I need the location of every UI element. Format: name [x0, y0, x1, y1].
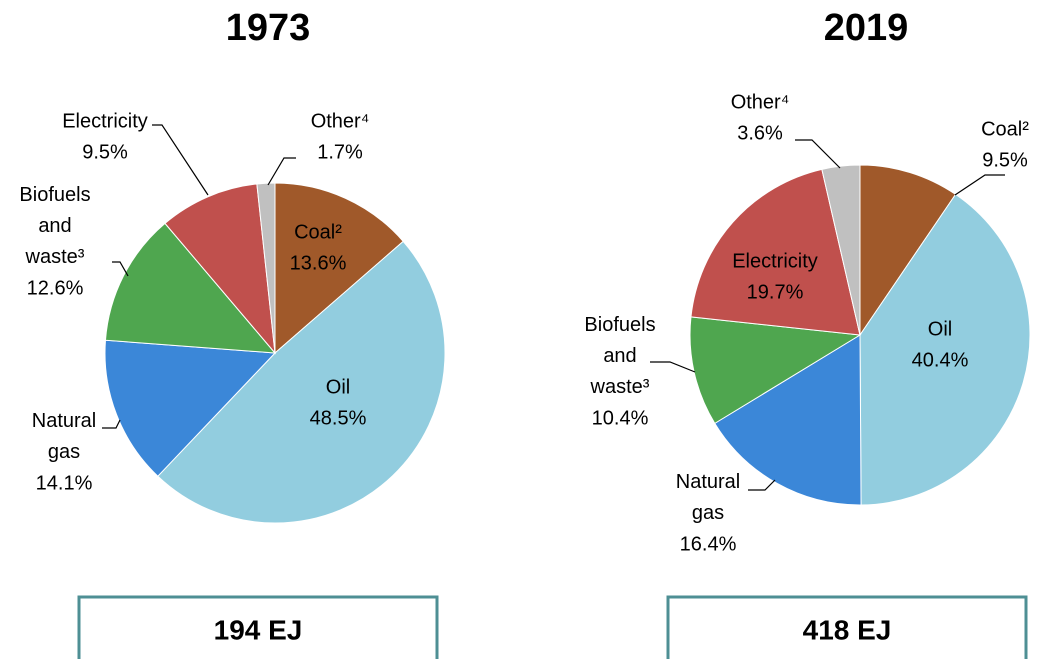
value-label: 40.4% [912, 349, 969, 371]
slice-label: Coal² [981, 118, 1029, 140]
label-line: Biofuels [19, 184, 90, 206]
pie-slice [104, 339, 277, 477]
label-line: waste³ [25, 246, 85, 268]
slice-label: Biofuels and waste³ [584, 314, 655, 398]
value-label: 12.6% [27, 277, 84, 299]
label-line: and [38, 215, 71, 237]
slice-label: Other⁴ [311, 110, 370, 132]
value-label: 19.7% [747, 281, 804, 303]
chart-title: 2019 [824, 7, 909, 49]
pie-slice [821, 164, 861, 336]
total-label: 194 EJ [214, 614, 303, 645]
value-label: 9.5% [82, 141, 128, 163]
pie-slice [859, 193, 1031, 506]
pie-slice [164, 183, 276, 355]
slice-label: Electricity [732, 250, 818, 272]
leader-line [795, 139, 841, 169]
total-box [666, 595, 1028, 659]
chart-title: 1973 [226, 7, 311, 49]
leader-line [748, 479, 776, 491]
pie-slice [690, 168, 861, 336]
value-label: 48.5% [310, 407, 367, 429]
pie-slice [256, 182, 276, 354]
pie-slice [274, 182, 404, 355]
leader-line [650, 361, 696, 373]
leader-line [267, 157, 296, 186]
label-line: Biofuels [584, 314, 655, 336]
pie-slice [714, 334, 862, 506]
label-line: Natural [32, 410, 96, 432]
slice-label: Coal² [294, 221, 342, 243]
slice-label: Electricity [62, 110, 148, 132]
pie-slice [157, 240, 446, 524]
slice-label: Biofuels and waste³ [19, 184, 90, 268]
value-label: 10.4% [592, 407, 649, 429]
leader-line [152, 124, 209, 196]
leader-line [102, 419, 121, 429]
value-label: 13.6% [290, 252, 347, 274]
label-line: waste³ [590, 376, 650, 398]
label-line: gas [48, 441, 80, 463]
slice-label: Oil [326, 376, 350, 398]
value-label: 14.1% [36, 472, 93, 494]
slice-label: Natural gas [676, 471, 740, 524]
value-label: 16.4% [680, 533, 737, 555]
pie-slice [859, 164, 957, 337]
label-line: and [603, 345, 636, 367]
leader-line [954, 174, 1005, 196]
leader-line [112, 261, 129, 277]
total-label: 418 EJ [803, 614, 892, 645]
value-label: 3.6% [737, 122, 783, 144]
slice-label: Other⁴ [731, 91, 790, 113]
value-label: 9.5% [982, 149, 1028, 171]
pie-slice [104, 222, 277, 354]
slice-label: Oil [928, 318, 952, 340]
label-line: gas [692, 502, 724, 524]
total-box [77, 595, 439, 659]
label-line: Natural [676, 471, 740, 493]
slice-label: Natural gas [32, 410, 96, 463]
value-label: 1.7% [317, 141, 363, 163]
